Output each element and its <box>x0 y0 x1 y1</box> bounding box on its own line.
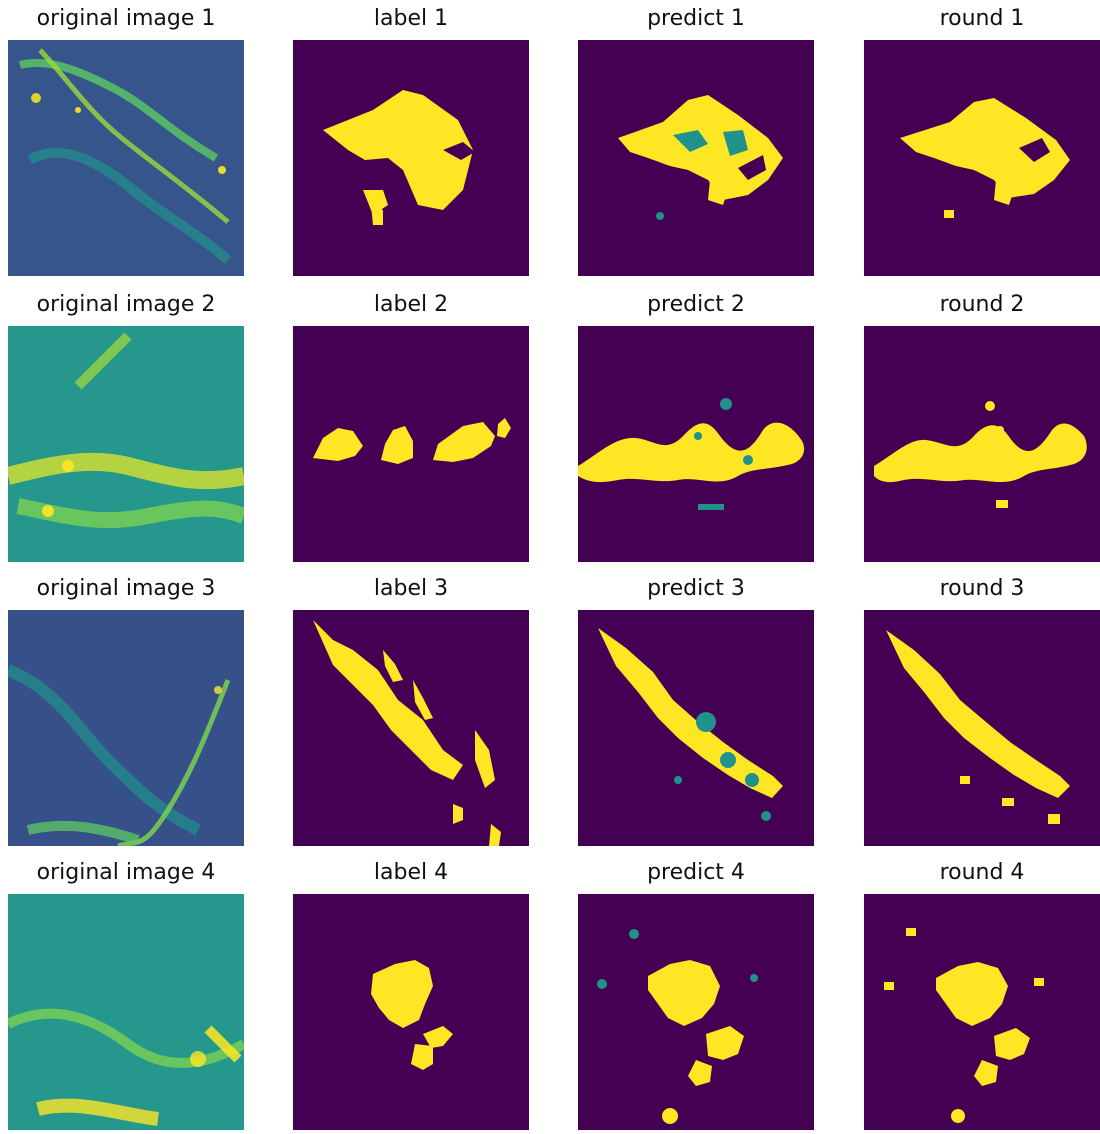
label-1-graphic <box>293 40 529 276</box>
panel-title: predict 1 <box>647 6 745 31</box>
predict-2-graphic <box>578 326 814 562</box>
panel-label-3: label 3 <box>293 570 529 850</box>
predict-4-graphic <box>578 894 814 1130</box>
label-3-graphic <box>293 610 529 846</box>
mask-label <box>293 326 529 562</box>
panel-title: predict 3 <box>647 576 745 601</box>
mask-round <box>864 326 1100 562</box>
panel-title: original image 3 <box>36 576 216 601</box>
panel-round-3: round 3 <box>864 570 1100 850</box>
original-image-2-graphic <box>8 326 244 562</box>
mask-round <box>864 40 1100 276</box>
mask-round <box>864 610 1100 846</box>
panel-title: original image 1 <box>36 6 216 31</box>
panel-original-3: original image 3 <box>8 570 244 850</box>
panel-title: round 2 <box>939 292 1025 317</box>
panel-title: predict 4 <box>647 860 745 885</box>
original-image-3-graphic <box>8 610 244 846</box>
panel-title: original image 2 <box>36 292 216 317</box>
panel-title: label 2 <box>373 292 449 317</box>
mask-predict <box>578 610 814 846</box>
panel-title: label 3 <box>373 576 449 601</box>
panel-title: original image 4 <box>36 860 216 885</box>
panel-predict-3: predict 3 <box>578 570 814 850</box>
label-2-graphic <box>293 326 529 562</box>
mask-predict <box>578 326 814 562</box>
panel-round-4: round 4 <box>864 854 1100 1134</box>
mask-label <box>293 610 529 846</box>
panel-label-4: label 4 <box>293 854 529 1134</box>
panel-round-1: round 1 <box>864 0 1100 280</box>
round-3-graphic <box>864 610 1100 846</box>
mask-round <box>864 894 1100 1130</box>
original-image-4-graphic <box>8 894 244 1130</box>
panel-title: round 1 <box>939 6 1025 31</box>
panel-title: round 4 <box>939 860 1025 885</box>
mask-label <box>293 40 529 276</box>
round-4-graphic <box>864 894 1100 1130</box>
round-2-graphic <box>864 326 1100 562</box>
mask-predict <box>578 894 814 1130</box>
panel-title: label 1 <box>373 6 449 31</box>
original-image <box>8 610 244 846</box>
mask-predict <box>578 40 814 276</box>
mask-label <box>293 894 529 1130</box>
panel-original-1: original image 1 <box>8 0 244 280</box>
panel-predict-1: predict 1 <box>578 0 814 280</box>
panel-round-2: round 2 <box>864 286 1100 566</box>
panel-title: round 3 <box>939 576 1025 601</box>
panel-title: label 4 <box>373 860 449 885</box>
panel-original-4: original image 4 <box>8 854 244 1134</box>
panel-title: predict 2 <box>647 292 745 317</box>
label-4-graphic <box>293 894 529 1130</box>
panel-predict-2: predict 2 <box>578 286 814 566</box>
original-image-1-graphic <box>8 40 244 276</box>
panel-original-2: original image 2 <box>8 286 244 566</box>
round-1-graphic <box>864 40 1100 276</box>
predict-3-graphic <box>578 610 814 846</box>
panel-predict-4: predict 4 <box>578 854 814 1134</box>
original-image <box>8 894 244 1130</box>
panel-label-1: label 1 <box>293 0 529 280</box>
predict-1-graphic <box>578 40 814 276</box>
original-image <box>8 40 244 276</box>
panel-label-2: label 2 <box>293 286 529 566</box>
original-image <box>8 326 244 562</box>
